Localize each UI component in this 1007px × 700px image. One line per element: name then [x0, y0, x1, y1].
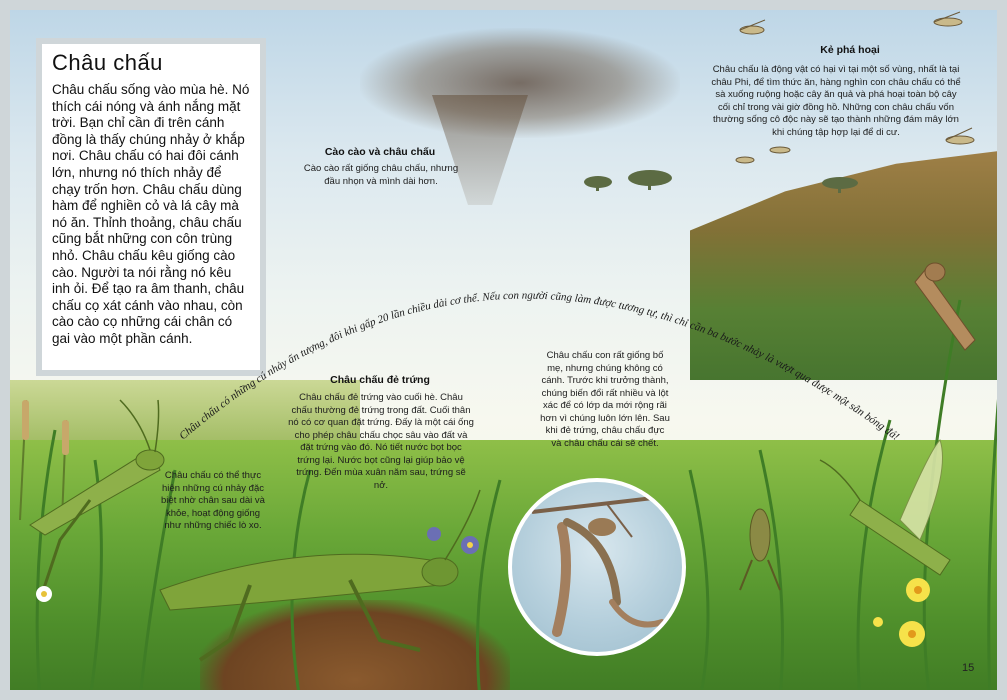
molting-illustration	[531, 495, 665, 637]
grasshopper-icon	[29, 399, 165, 601]
flower-icon	[36, 527, 930, 647]
locust-icon	[914, 262, 976, 351]
page-title: Châu chấu	[52, 50, 163, 75]
cricket-vs-heading: Cào cào và châu chấu	[324, 146, 436, 158]
molting-inset-circle	[508, 478, 686, 656]
destroyer-heading: Kẻ phá hoại	[820, 44, 880, 56]
page-number: 15	[962, 662, 975, 674]
destroyer-caption: Châu chấu là động vật có hại vì tại một …	[711, 64, 961, 138]
grasshopper-laying-eggs-icon	[159, 489, 481, 662]
flying-locust-icon	[735, 11, 975, 164]
winged-grasshopper-icon	[819, 439, 951, 576]
tree-icon	[584, 170, 858, 193]
jump-caption: Châu chấu có thể thực hiện những cú nhảy…	[161, 470, 265, 531]
meadow-background	[0, 380, 360, 440]
small-grasshopper-icon	[739, 508, 781, 591]
intro-paragraph: Châu chấu sống vào mùa hè. Nó thích cái …	[52, 82, 250, 346]
young-caption: Châu chấu con rất giống bố mẹ, nhưng chú…	[540, 350, 670, 449]
laying-caption: Châu chấu đẻ trứng vào cuối hè. Châu chấ…	[288, 392, 474, 491]
intro-box: Châu chấu Châu chấu sống vào mùa hè. Nó …	[36, 38, 266, 376]
cattail-icon	[19, 399, 69, 521]
soil-mound	[200, 600, 510, 700]
laying-heading: Châu chấu đẻ trứng	[330, 374, 430, 386]
cricket-vs-caption: Cào cào rất giống châu chấu, nhưng đầu n…	[303, 163, 459, 187]
locust-swarm-cloud	[360, 28, 680, 138]
